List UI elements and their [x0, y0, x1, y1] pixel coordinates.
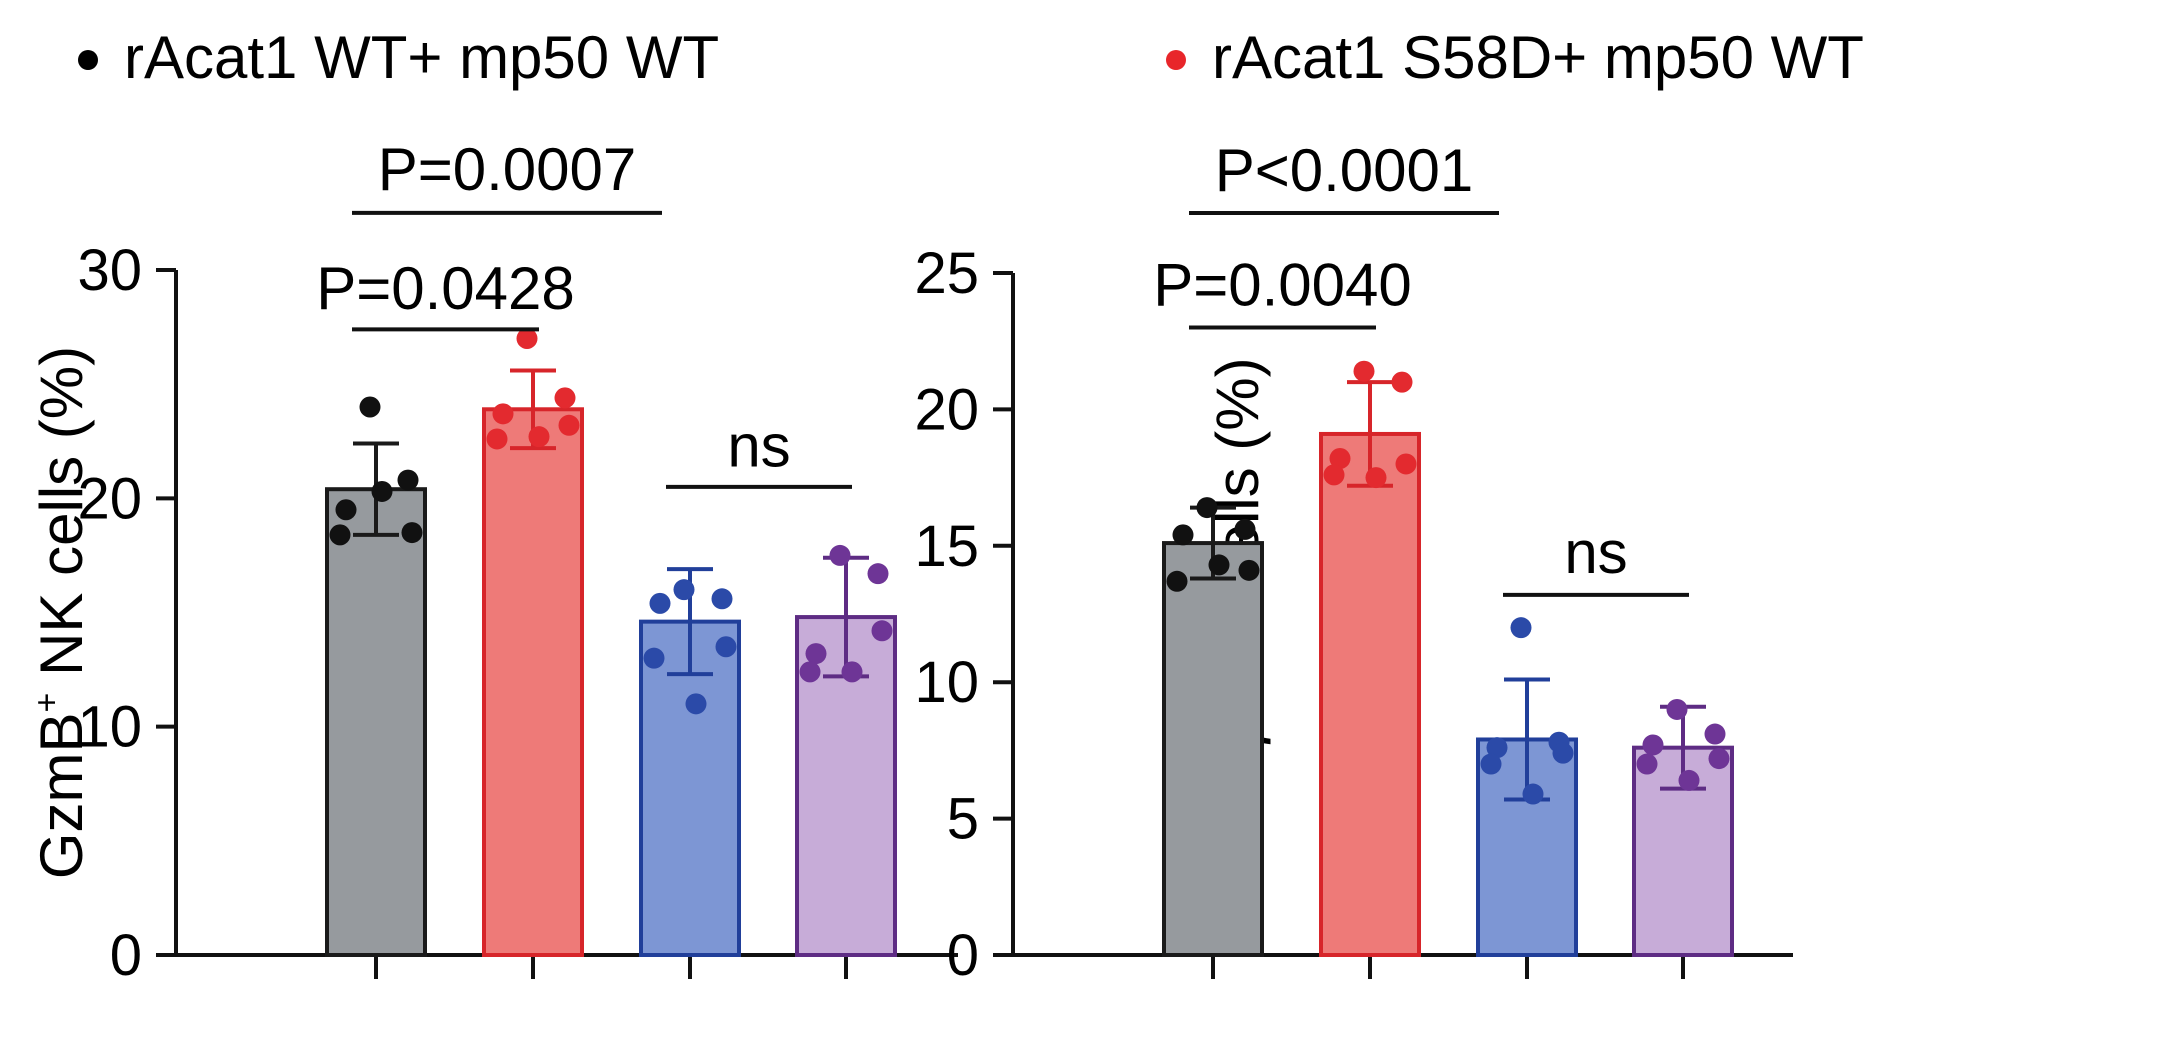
data-point: [841, 661, 863, 683]
data-point: [1238, 559, 1260, 581]
bar: [1162, 541, 1264, 958]
legend-label-s58d: rAcat1 S58D+ mp50 WT: [1212, 24, 1864, 91]
data-point: [335, 499, 357, 521]
y-tick-label: 30: [77, 238, 142, 303]
y-axis-label-sup: +: [28, 693, 66, 713]
data-point: [829, 544, 851, 566]
legend-marker-wt: [78, 50, 98, 70]
y-tick-label: 0: [947, 923, 979, 988]
bar: [639, 619, 741, 958]
data-point: [1166, 570, 1188, 592]
data-point: [685, 693, 707, 715]
data-point: [329, 524, 351, 546]
data-point: [1678, 769, 1700, 791]
y-axis-label-rest: NK cells (%): [28, 346, 95, 693]
data-point: [799, 661, 821, 683]
legend: rAcat1 WT+ mp50 WT rAcat1 S58D+ mp50 WT: [78, 24, 1864, 91]
data-point: [554, 387, 576, 409]
data-point: [1704, 723, 1726, 745]
data-point: [486, 428, 508, 450]
bar: [325, 487, 427, 957]
data-point: [1486, 737, 1508, 759]
data-point: [1552, 742, 1574, 764]
data-point: [558, 414, 580, 436]
significance-label: ns: [727, 412, 790, 479]
data-point: [1642, 734, 1664, 756]
significance-label: P=0.0040: [1153, 252, 1412, 319]
data-point: [528, 426, 550, 448]
data-point: [715, 636, 737, 658]
bar: [482, 407, 584, 957]
data-point: [516, 328, 538, 349]
data-point: [1323, 464, 1345, 486]
y-axis-label-main: GzmB: [28, 712, 95, 879]
significance-label: P=0.0428: [316, 255, 575, 322]
significance-label: P<0.0001: [1215, 137, 1474, 204]
data-point: [867, 563, 889, 585]
data-point: [1353, 360, 1375, 382]
data-point: [1480, 753, 1502, 775]
y-tick-label: 20: [914, 377, 979, 442]
data-point: [1391, 371, 1413, 393]
data-point: [643, 647, 665, 669]
data-point: [1636, 753, 1658, 775]
data-point: [1666, 698, 1688, 720]
y-axis-label: GzmB+ NK cells (%): [28, 346, 95, 879]
data-point: [871, 620, 893, 642]
significance-label: P=0.0007: [378, 136, 637, 203]
bar: [1319, 431, 1421, 957]
data-point: [649, 592, 671, 614]
data-point: [1172, 524, 1194, 546]
y-tick-label: 20: [77, 466, 142, 531]
data-point: [1365, 467, 1387, 489]
data-point: [805, 643, 827, 665]
data-point: [1522, 783, 1544, 805]
data-point: [673, 579, 695, 601]
data-point: [359, 396, 381, 418]
data-point: [1196, 497, 1218, 519]
significance-label: ns: [1564, 519, 1627, 586]
y-tick-label: 0: [110, 923, 142, 988]
data-point: [397, 469, 419, 491]
data-point: [1234, 518, 1256, 540]
y-tick-label: 10: [77, 695, 142, 760]
data-point: [1708, 748, 1730, 770]
data-point: [711, 588, 733, 610]
y-tick-label: 10: [914, 650, 979, 715]
data-point: [371, 480, 393, 502]
legend-marker-s58d: [1166, 50, 1186, 70]
legend-label-wt: rAcat1 WT+ mp50 WT: [124, 24, 719, 91]
y-tick-label: 25: [914, 241, 979, 306]
legend-item-wt: rAcat1 WT+ mp50 WT: [78, 24, 719, 91]
legend-item-s58d: rAcat1 S58D+ mp50 WT: [1166, 24, 1864, 91]
data-point: [1208, 554, 1230, 576]
panel-ifng: 0510152025IFN-γ+ NK cells (%)P<0.0001P=0…: [914, 137, 1793, 988]
y-tick-label: 15: [914, 514, 979, 579]
data-point: [1510, 617, 1532, 639]
data-point: [401, 522, 423, 544]
data-point: [1395, 453, 1417, 475]
panel-gzmb: 0 10 20 30 GzmB+ NK cells (%) P=0.0007 P=0.042…: [28, 136, 958, 988]
data-point: [492, 403, 514, 425]
data-point: [1329, 448, 1351, 470]
y-tick-label: 5: [947, 787, 979, 852]
